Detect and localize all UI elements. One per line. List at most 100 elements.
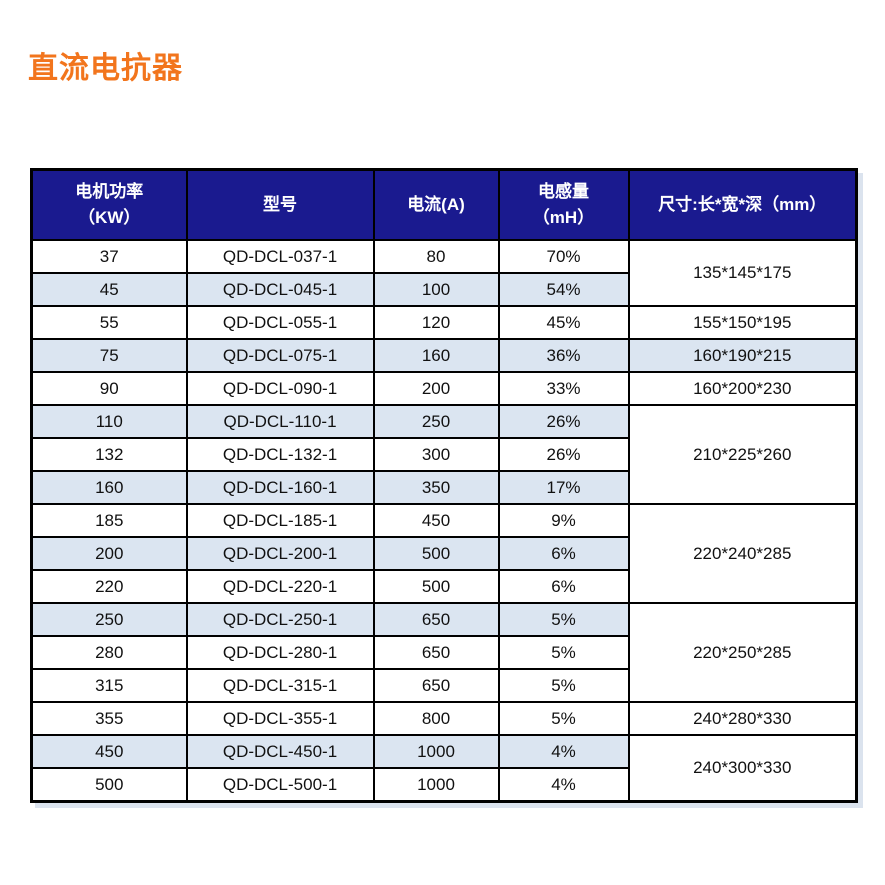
table-row: 200 QD-DCL-200-1 500 6% (30, 536, 857, 571)
cell-model: QD-DCL-315-1 (185, 668, 375, 703)
page-title: 直流电抗器 (28, 52, 183, 85)
table-header-row: 电机功率 （KW） 型号 电流(A) 电感量 （mH） 尺寸:长*宽*深（mm） (30, 168, 858, 241)
cell-current-a: 650 (372, 635, 500, 670)
cell-power-kw: 355 (30, 701, 188, 736)
column-header-model: 型号 (185, 168, 375, 241)
column-header-line: 电机功率 (75, 182, 144, 201)
page: 直流电抗器 电机功率 （KW） 型号 电流(A) 电感量 （mH） 尺寸:长*宽*深（mm）… (0, 50, 885, 803)
column-header-line: 尺寸:长*宽*深（mm） (658, 195, 827, 214)
cell-model: QD-DCL-500-1 (185, 767, 375, 803)
table-row: 75 QD-DCL-075-1 160 36% 160*190*215 (30, 338, 858, 373)
cell-model: QD-DCL-110-1 (185, 404, 375, 439)
table-row: 250 QD-DCL-250-1 650 5% 220*250*285 (30, 602, 858, 703)
column-header-current-a: 电流(A) (372, 168, 500, 241)
table-row: 185 QD-DCL-185-1 450 9% 220*240*285 (30, 503, 858, 604)
cell-current-a: 80 (372, 239, 500, 274)
table-row: 500 QD-DCL-500-1 1000 4% (30, 767, 857, 803)
cell-current-a: 200 (372, 371, 500, 406)
cell-inductance-mh: 54% (497, 272, 630, 307)
cell-model: QD-DCL-090-1 (185, 371, 375, 406)
table-row: 55 QD-DCL-055-1 120 45% 155*150*195 (30, 305, 858, 340)
table-row: 132 QD-DCL-132-1 300 26% (30, 437, 857, 472)
cell-model: QD-DCL-160-1 (185, 470, 375, 505)
cell-current-a: 500 (372, 569, 500, 604)
cell-current-a: 250 (372, 404, 500, 439)
cell-inductance-mh: 4% (497, 734, 630, 769)
table-row: 280 QD-DCL-280-1 650 5% (30, 635, 857, 670)
cell-inductance-mh: 5% (497, 635, 630, 670)
cell-current-a: 350 (372, 470, 500, 505)
cell-current-a: 800 (372, 701, 500, 736)
cell-current-a: 1000 (372, 734, 500, 769)
cell-power-kw: 220 (30, 569, 188, 604)
column-header-inductance-mh: 电感量 （mH） (497, 168, 630, 241)
cell-dimensions-mm: 160*200*230 (627, 371, 858, 406)
cell-model: QD-DCL-185-1 (185, 503, 375, 538)
cell-power-kw: 110 (30, 404, 188, 439)
cell-inductance-mh: 45% (497, 305, 630, 340)
cell-power-kw: 315 (30, 668, 188, 703)
cell-inductance-mh: 5% (497, 602, 630, 637)
cell-power-kw: 500 (30, 767, 188, 803)
column-header-line: 电流(A) (407, 195, 465, 214)
cell-power-kw: 45 (30, 272, 188, 307)
cell-current-a: 650 (372, 668, 500, 703)
column-header-line: （mH） (532, 208, 595, 227)
cell-inductance-mh: 6% (497, 536, 630, 571)
cell-power-kw: 90 (30, 371, 188, 406)
cell-power-kw: 200 (30, 536, 188, 571)
cell-dimensions-mm: 220*250*285 (627, 602, 858, 703)
cell-model: QD-DCL-250-1 (185, 602, 375, 637)
table-row: 110 QD-DCL-110-1 250 26% 210*225*260 (30, 404, 858, 505)
cell-model: QD-DCL-037-1 (185, 239, 375, 274)
cell-inductance-mh: 26% (497, 404, 630, 439)
cell-model: QD-DCL-200-1 (185, 536, 375, 571)
cell-power-kw: 75 (30, 338, 188, 373)
cell-model: QD-DCL-045-1 (185, 272, 375, 307)
cell-power-kw: 37 (30, 239, 188, 274)
table-body: 37 QD-DCL-037-1 80 70% 135*145*175 45 QD-DCL-0… (30, 239, 858, 803)
cell-inductance-mh: 6% (497, 569, 630, 604)
cell-inductance-mh: 26% (497, 437, 630, 472)
cell-current-a: 500 (372, 536, 500, 571)
cell-inductance-mh: 70% (497, 239, 630, 274)
column-header-line: 电感量 (538, 182, 589, 201)
table-row: 450 QD-DCL-450-1 1000 4% 240*300*330 (30, 734, 858, 803)
cell-power-kw: 450 (30, 734, 188, 769)
cell-dimensions-mm: 210*225*260 (627, 404, 858, 505)
cell-inductance-mh: 5% (497, 668, 630, 703)
column-header-line: 型号 (263, 195, 297, 214)
column-header-power-kw: 电机功率 （KW） (30, 168, 188, 241)
cell-current-a: 300 (372, 437, 500, 472)
cell-inductance-mh: 36% (497, 338, 630, 373)
table-row: 90 QD-DCL-090-1 200 33% 160*200*230 (30, 371, 858, 406)
cell-current-a: 120 (372, 305, 500, 340)
table-row: 37 QD-DCL-037-1 80 70% 135*145*175 (30, 239, 858, 307)
cell-model: QD-DCL-280-1 (185, 635, 375, 670)
cell-inductance-mh: 5% (497, 701, 630, 736)
cell-dimensions-mm: 240*280*330 (627, 701, 858, 736)
cell-model: QD-DCL-132-1 (185, 437, 375, 472)
table-row: 355 QD-DCL-355-1 800 5% 240*280*330 (30, 701, 858, 736)
cell-model: QD-DCL-220-1 (185, 569, 375, 604)
cell-current-a: 450 (372, 503, 500, 538)
cell-power-kw: 185 (30, 503, 188, 538)
cell-power-kw: 55 (30, 305, 188, 340)
cell-inductance-mh: 17% (497, 470, 630, 505)
table-row: 160 QD-DCL-160-1 350 17% (30, 470, 857, 505)
cell-current-a: 1000 (372, 767, 500, 803)
cell-current-a: 100 (372, 272, 500, 307)
cell-dimensions-mm: 135*145*175 (627, 239, 858, 307)
cell-dimensions-mm: 220*240*285 (627, 503, 858, 604)
cell-current-a: 160 (372, 338, 500, 373)
cell-dimensions-mm: 155*150*195 (627, 305, 858, 340)
table-row: 45 QD-DCL-045-1 100 54% (30, 272, 857, 307)
cell-dimensions-mm: 160*190*215 (627, 338, 858, 373)
cell-power-kw: 280 (30, 635, 188, 670)
cell-inductance-mh: 4% (497, 767, 630, 803)
column-header-dimensions-mm: 尺寸:长*宽*深（mm） (627, 168, 858, 241)
cell-inductance-mh: 33% (497, 371, 630, 406)
cell-model: QD-DCL-075-1 (185, 338, 375, 373)
cell-dimensions-mm: 240*300*330 (627, 734, 858, 803)
table-row: 220 QD-DCL-220-1 500 6% (30, 569, 857, 604)
